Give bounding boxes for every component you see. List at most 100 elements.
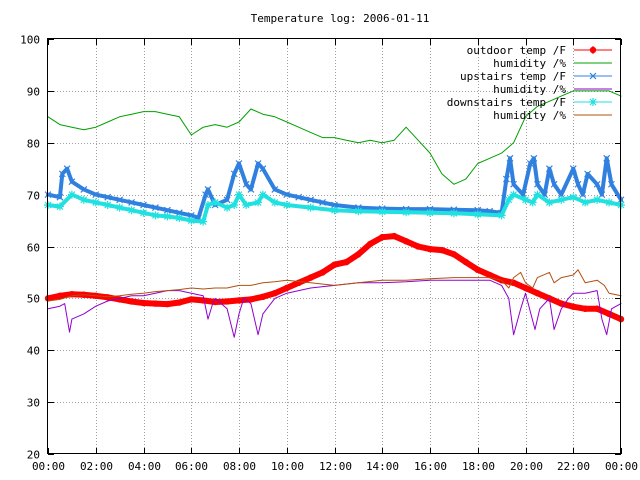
data-point — [128, 298, 135, 305]
plot-frame — [47, 38, 621, 454]
data-point — [306, 203, 315, 212]
data-point — [378, 207, 387, 216]
data-point — [581, 198, 590, 207]
data-point — [307, 274, 314, 281]
y-tick-label: 20 — [27, 449, 40, 462]
y-tick-label: 60 — [27, 242, 40, 255]
series-line — [47, 90, 622, 185]
data-point — [319, 269, 326, 276]
data-point — [557, 191, 565, 199]
data-point — [473, 210, 482, 219]
data-point — [462, 258, 470, 266]
series-layer — [44, 90, 625, 338]
data-point — [187, 211, 195, 219]
x-tick-label: 08:00 — [223, 460, 256, 473]
data-point — [230, 170, 238, 178]
data-point — [528, 198, 537, 207]
data-point — [504, 195, 513, 204]
data-point — [139, 208, 148, 217]
series-1 — [47, 90, 622, 185]
data-point — [426, 208, 434, 217]
y-tick-label: 40 — [27, 345, 40, 358]
data-point — [175, 213, 184, 222]
y-tick-label: 50 — [27, 293, 40, 306]
data-point — [203, 201, 212, 209]
y-tick-label: 90 — [27, 86, 40, 99]
y-tick-label: 80 — [27, 138, 40, 151]
data-point — [176, 299, 183, 306]
data-point — [295, 279, 302, 287]
series-5 — [47, 269, 622, 302]
data-point — [295, 193, 303, 201]
data-point — [223, 196, 231, 204]
data-point — [235, 297, 243, 304]
data-point — [402, 238, 410, 245]
data-point — [247, 296, 255, 303]
data-point — [605, 198, 614, 207]
series-line — [47, 279, 622, 338]
data-point — [56, 193, 64, 201]
x-tick-label: 22:00 — [557, 460, 590, 473]
x-tick-label: 00:00 — [605, 460, 638, 473]
data-point — [608, 180, 615, 188]
data-point — [450, 251, 458, 258]
data-point — [331, 261, 338, 268]
data-point — [68, 178, 76, 186]
data-point — [545, 165, 553, 173]
data-point — [426, 245, 434, 253]
x-tick-label: 02:00 — [80, 460, 113, 473]
data-point — [223, 298, 231, 305]
data-point — [199, 217, 208, 226]
data-point — [589, 72, 597, 80]
data-point — [163, 206, 171, 214]
data-point — [104, 294, 111, 301]
data-point — [259, 293, 267, 301]
data-point — [271, 186, 279, 193]
data-point — [603, 154, 611, 162]
data-point — [163, 212, 172, 221]
data-point — [80, 186, 88, 193]
data-point — [584, 170, 591, 178]
data-point — [574, 180, 582, 188]
data-point — [530, 154, 538, 162]
data-point — [67, 190, 76, 199]
data-point — [343, 258, 350, 266]
data-point — [570, 303, 577, 310]
legend-label: humidity /% — [493, 109, 566, 122]
data-point — [92, 191, 100, 199]
data-point — [558, 300, 565, 307]
x-tick-label: 20:00 — [510, 460, 543, 473]
data-point — [55, 202, 64, 211]
data-point — [510, 180, 517, 188]
data-point — [533, 190, 542, 199]
series-3 — [47, 279, 622, 338]
data-point — [63, 165, 71, 173]
data-point — [331, 201, 338, 209]
data-point — [230, 201, 239, 209]
data-point — [474, 266, 481, 274]
legend-label: humidity /% — [493, 83, 566, 96]
data-point — [497, 211, 506, 220]
x-tick-label: 04:00 — [128, 460, 161, 473]
data-point — [438, 246, 446, 254]
data-point — [330, 206, 339, 215]
x-tick-label: 18:00 — [462, 460, 495, 473]
data-point — [56, 292, 64, 299]
data-point — [282, 201, 291, 209]
data-point — [534, 289, 541, 297]
data-point — [522, 284, 529, 292]
data-point — [521, 195, 530, 204]
data-point — [593, 195, 602, 204]
data-point — [247, 186, 255, 193]
legend-label: humidity /% — [493, 57, 566, 70]
series-4 — [44, 190, 625, 226]
data-point — [258, 190, 267, 199]
data-point — [175, 209, 183, 217]
data-point — [164, 300, 171, 308]
data-point — [103, 201, 112, 209]
data-point — [534, 180, 541, 188]
data-point — [506, 154, 514, 162]
data-point — [526, 160, 534, 167]
data-point — [449, 209, 458, 218]
